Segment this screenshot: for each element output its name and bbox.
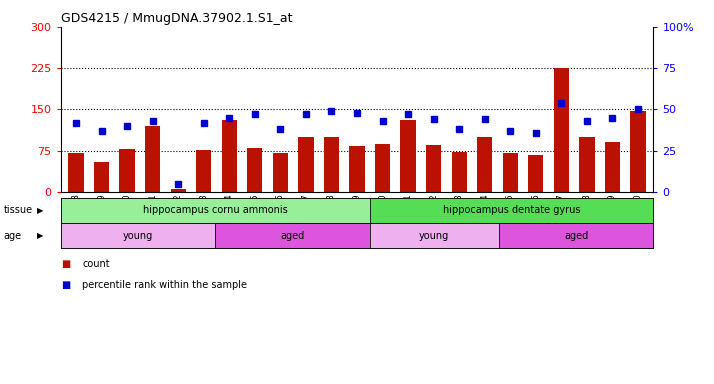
Bar xyxy=(370,223,498,248)
Bar xyxy=(579,137,595,192)
Text: aged: aged xyxy=(281,231,305,241)
Bar xyxy=(401,121,416,192)
Text: hippocampus cornu ammonis: hippocampus cornu ammonis xyxy=(143,205,288,215)
Bar xyxy=(375,144,391,192)
Text: ▶: ▶ xyxy=(37,206,44,215)
Bar xyxy=(61,198,370,223)
Bar xyxy=(94,162,109,192)
Text: GDS4215 / MmugDNA.37902.1.S1_at: GDS4215 / MmugDNA.37902.1.S1_at xyxy=(61,12,292,25)
Bar xyxy=(145,126,161,192)
Bar xyxy=(498,223,653,248)
Bar xyxy=(61,223,216,248)
Text: count: count xyxy=(82,259,110,269)
Bar xyxy=(273,154,288,192)
Bar xyxy=(247,148,263,192)
Bar xyxy=(221,121,237,192)
Bar xyxy=(298,137,313,192)
Bar xyxy=(426,145,441,192)
Text: young: young xyxy=(419,231,449,241)
Bar xyxy=(451,152,467,192)
Text: ■: ■ xyxy=(61,259,70,269)
Text: tissue: tissue xyxy=(4,205,33,215)
Text: age: age xyxy=(4,231,21,241)
Bar xyxy=(216,223,370,248)
Bar xyxy=(553,68,569,192)
Bar xyxy=(605,142,620,192)
Bar xyxy=(119,149,135,192)
Bar xyxy=(349,146,365,192)
Bar xyxy=(69,154,84,192)
Text: percentile rank within the sample: percentile rank within the sample xyxy=(82,280,247,290)
Bar xyxy=(528,155,543,192)
Text: hippocampus dentate gyrus: hippocampus dentate gyrus xyxy=(443,205,580,215)
Text: young: young xyxy=(123,231,153,241)
Text: ▶: ▶ xyxy=(37,232,44,240)
Bar xyxy=(171,189,186,192)
Text: aged: aged xyxy=(564,231,588,241)
Bar xyxy=(196,150,211,192)
Bar xyxy=(503,154,518,192)
Bar xyxy=(630,111,645,192)
Bar xyxy=(477,137,493,192)
Bar xyxy=(323,137,339,192)
Text: ■: ■ xyxy=(61,280,70,290)
Bar xyxy=(370,198,653,223)
